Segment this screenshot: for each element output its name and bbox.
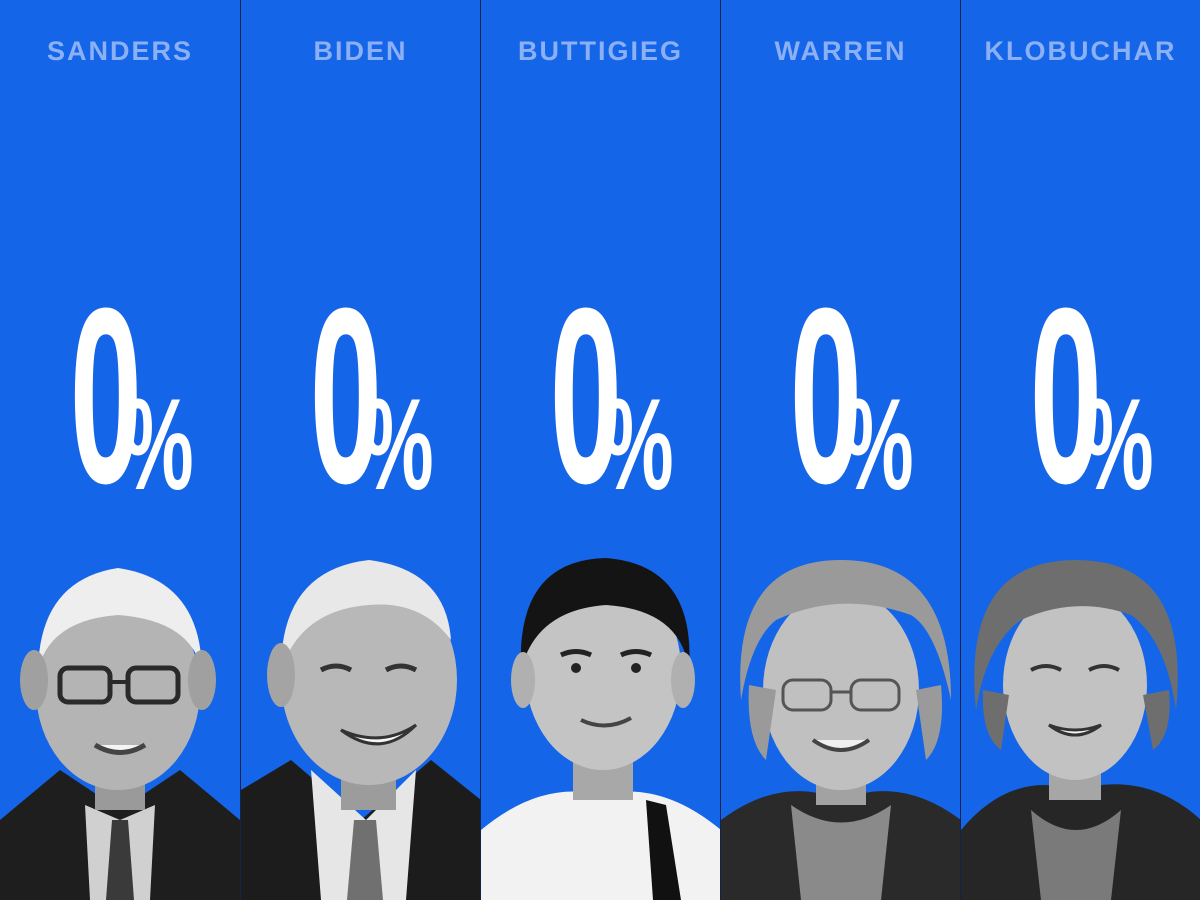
candidate-column-klobuchar: KLOBUCHAR 0 % xyxy=(960,0,1200,900)
candidate-portrait-buttigieg xyxy=(481,520,720,900)
candidate-name: SANDERS xyxy=(46,36,194,66)
candidate-name: WARREN xyxy=(774,36,907,66)
candidate-name: BIDEN xyxy=(313,36,408,66)
percent-value: 0 xyxy=(1029,256,1103,535)
percent-sign: % xyxy=(121,370,194,517)
candidate-portrait-klobuchar xyxy=(961,520,1200,900)
percent-sign: % xyxy=(1082,370,1154,517)
candidate-portrait-biden xyxy=(241,520,480,900)
percent-sign: % xyxy=(842,370,914,517)
candidate-portrait-sanders xyxy=(0,520,240,900)
candidate-percent: 0 % xyxy=(241,256,480,535)
percent-sign: % xyxy=(362,370,434,517)
candidate-column-biden: BIDEN 0 % xyxy=(240,0,480,900)
candidate-percent: 0 % xyxy=(481,256,720,535)
candidate-percent: 0 % xyxy=(721,256,960,535)
candidate-name: BUTTIGIEG xyxy=(518,36,683,66)
percent-value: 0 xyxy=(549,256,623,535)
candidate-column-buttigieg: BUTTIGIEG 0 % xyxy=(480,0,720,900)
candidate-portrait-warren xyxy=(721,520,960,900)
percent-sign: % xyxy=(602,370,674,517)
candidate-percent: 0 % xyxy=(0,256,240,535)
candidate-column-sanders: SANDERS 0 % xyxy=(0,0,240,900)
candidate-percent: 0 % xyxy=(961,256,1200,535)
percent-value: 0 xyxy=(789,256,863,535)
percent-value: 0 xyxy=(309,256,383,535)
candidate-column-warren: WARREN 0 % xyxy=(720,0,960,900)
percent-value: 0 xyxy=(69,256,142,535)
candidate-name: KLOBUCHAR xyxy=(984,36,1177,66)
